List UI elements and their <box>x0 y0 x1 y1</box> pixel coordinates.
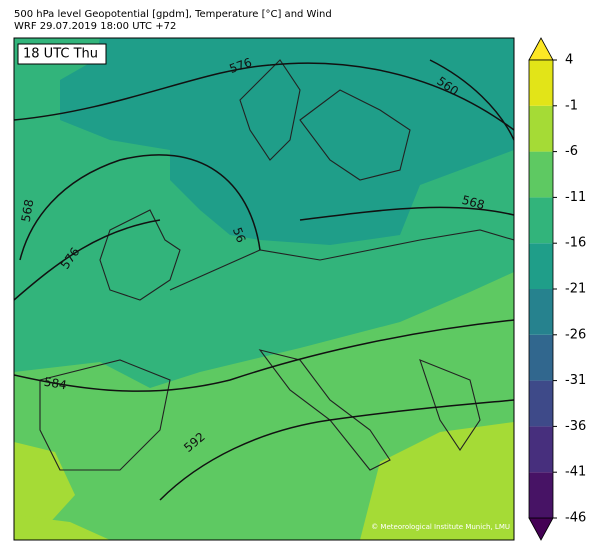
colorbar-extend-high <box>528 37 554 61</box>
contour-label: 568 <box>460 193 486 212</box>
colorbar-band <box>529 197 553 244</box>
colorbar-band <box>529 472 553 518</box>
contour-label: 568 <box>19 198 37 223</box>
title: 500 hPa level Geopotential [gpdm], Tempe… <box>14 9 332 20</box>
copyright: © Meteorological Institute Munich, LMU <box>371 523 510 531</box>
colorbar-band <box>529 151 553 198</box>
colorbar-tick-label: -21 <box>565 282 586 297</box>
colorbar-tick-label: -31 <box>565 373 586 388</box>
colorbar-extend-low <box>528 517 554 541</box>
contour-label: 56 <box>230 225 248 244</box>
colorbar-tick-label: -26 <box>565 327 586 342</box>
colorbar-band <box>529 334 553 381</box>
temp-area <box>14 442 75 528</box>
colorbar-tick-label: -6 <box>565 144 578 159</box>
map: 576 560 568 568 576 56 584 592 © Meteoro… <box>14 38 514 540</box>
panel-label: 18 UTC Thu <box>23 47 98 62</box>
panel-label-box <box>17 43 107 65</box>
contour-label: 584 <box>43 375 68 393</box>
colorbar-band <box>529 380 553 427</box>
colorbar-band <box>529 289 553 335</box>
colorbar-band <box>529 426 553 473</box>
subtitle: WRF 29.07.2019 18:00 UTC +72 <box>14 21 176 32</box>
colorbar-band <box>529 105 553 152</box>
colorbar-tick-label: 4 <box>565 53 573 68</box>
colorbar-tick-label: -1 <box>565 98 578 113</box>
map-frame <box>13 37 515 541</box>
colorbar-tick-label: -16 <box>565 236 586 251</box>
colorbar-tick-label: -41 <box>565 465 586 480</box>
colorbar-band <box>529 60 553 106</box>
colorbar-tick-label: -36 <box>565 419 586 434</box>
temp-area <box>14 515 110 540</box>
temp-area <box>360 422 514 540</box>
colorbar-tick-label: -46 <box>565 511 586 526</box>
colorbar-tick-label: -11 <box>565 190 586 205</box>
colorbar-band <box>529 243 553 289</box>
temp-area <box>60 38 514 245</box>
